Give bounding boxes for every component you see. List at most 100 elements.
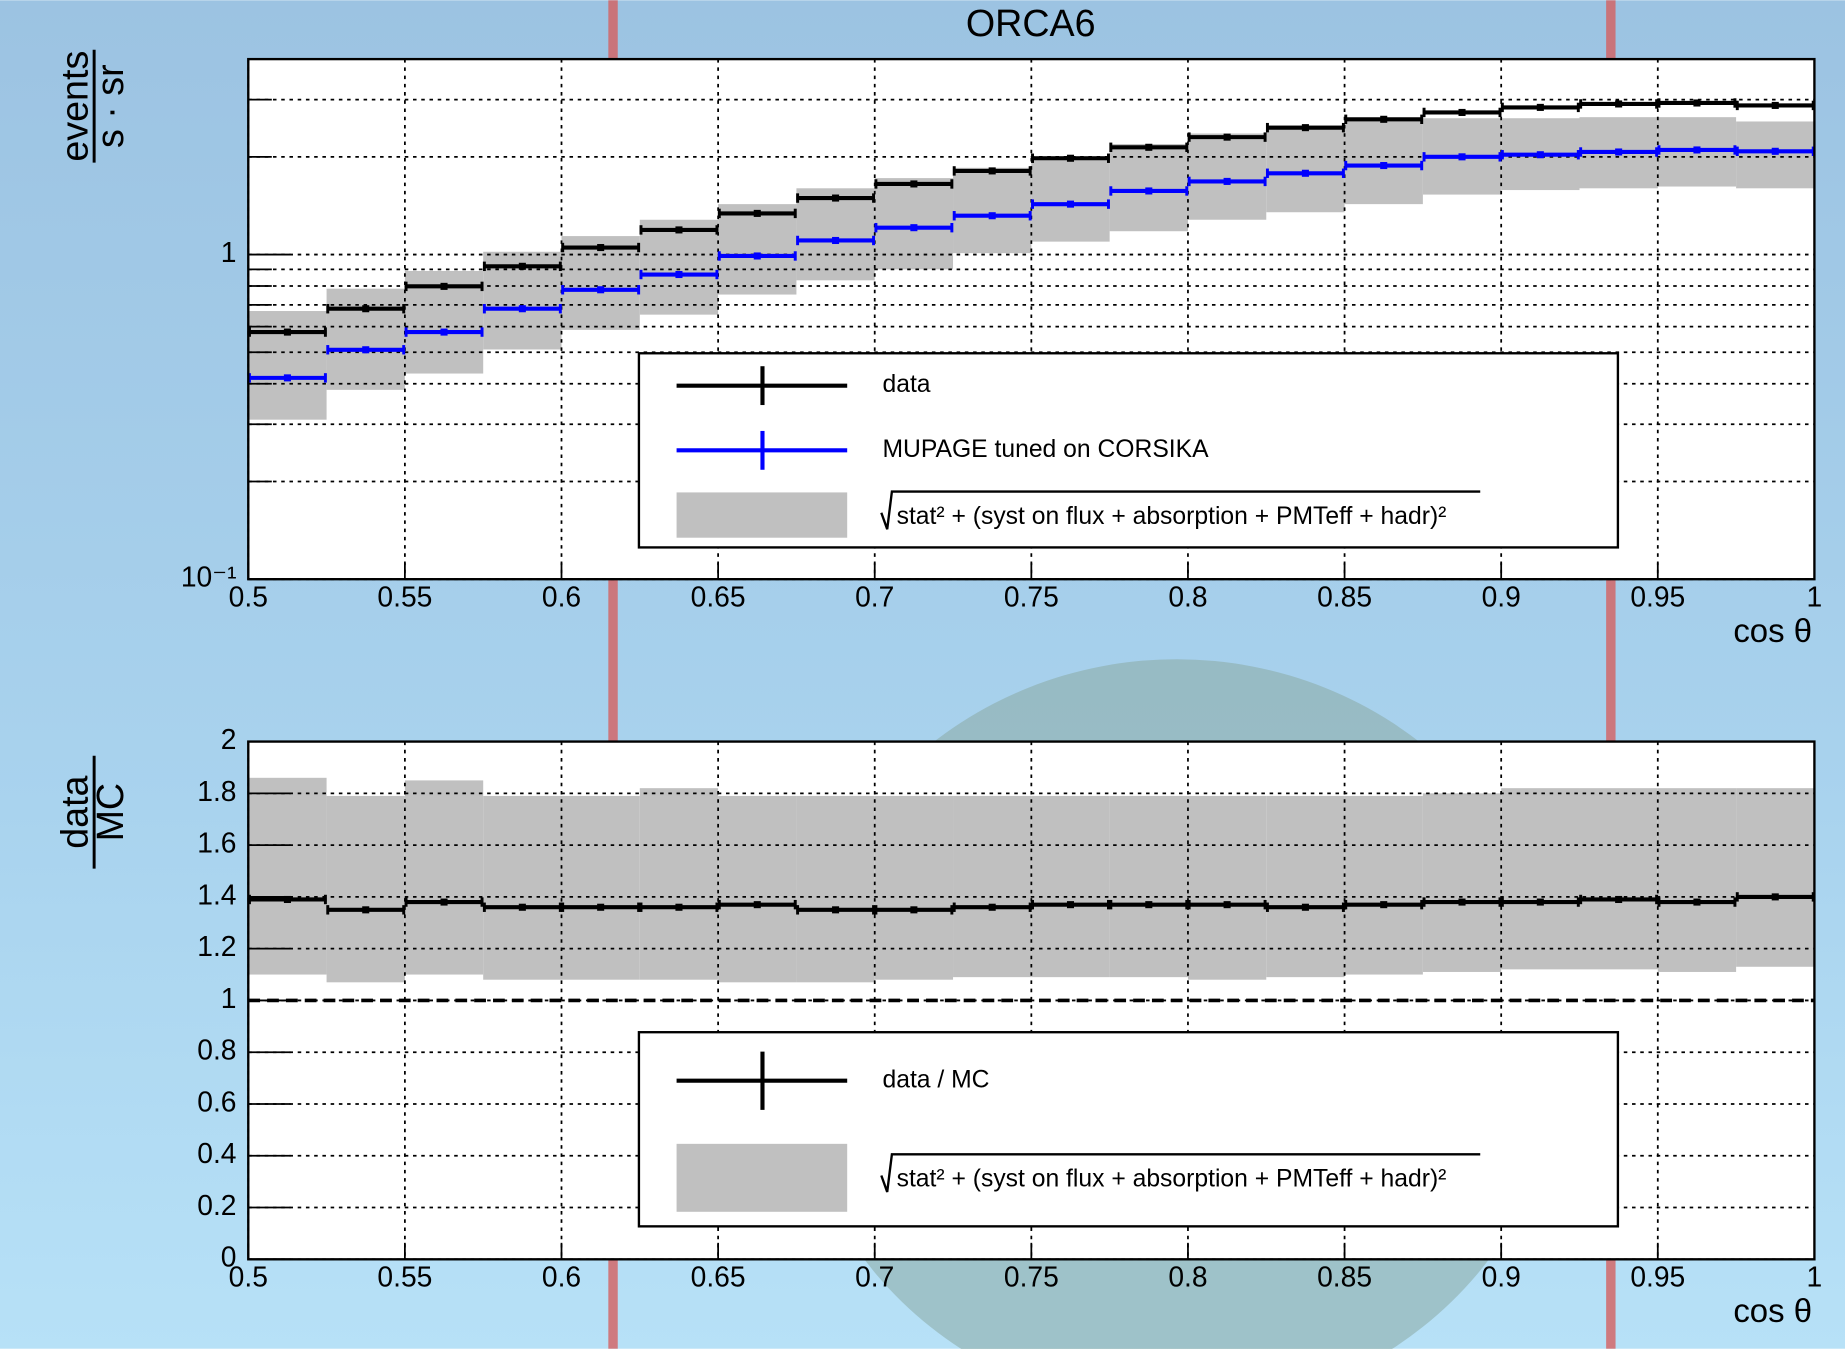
marker <box>1693 99 1700 106</box>
uncertainty-band <box>248 778 326 975</box>
x-tick-label: 0.95 <box>1630 581 1685 613</box>
uncertainty-band <box>405 780 483 974</box>
x-tick-label: 0.95 <box>1630 1261 1685 1293</box>
marker <box>754 252 761 259</box>
x-tick-label: 0.8 <box>1168 1261 1207 1293</box>
marker <box>1537 104 1544 111</box>
marker <box>1224 901 1231 908</box>
x-tick-label: 0.8 <box>1168 581 1207 613</box>
uncertainty-band <box>1423 793 1501 972</box>
x-tick-label: 0.7 <box>855 581 894 613</box>
x-tick-label: 0.9 <box>1482 1261 1521 1293</box>
marker <box>519 305 526 312</box>
uncertainty-band <box>562 796 640 980</box>
y-tick-label: 1 <box>221 982 237 1014</box>
uncertainty-band <box>1188 796 1266 980</box>
marker <box>675 271 682 278</box>
x-tick-label: 0.85 <box>1317 1261 1372 1293</box>
marker <box>1145 144 1152 151</box>
marker <box>754 210 761 217</box>
marker <box>910 906 917 913</box>
y-tick-label: 10⁻¹ <box>181 561 237 593</box>
y-tick-label: 0.4 <box>197 1137 236 1169</box>
marker <box>989 904 996 911</box>
uncertainty-band <box>640 788 718 980</box>
marker <box>989 212 996 219</box>
x-tick-label: 1 <box>1807 581 1823 613</box>
chart-title: ORCA6 <box>966 2 1096 44</box>
marker <box>362 906 369 913</box>
uncertainty-band <box>796 796 874 982</box>
legend-swatch <box>677 492 848 537</box>
legend-swatch <box>677 1144 848 1212</box>
x-tick-label: 0.75 <box>1004 1261 1059 1293</box>
marker <box>1380 901 1387 908</box>
marker <box>1615 148 1622 155</box>
x-tick-label: 0.75 <box>1004 581 1059 613</box>
marker <box>1224 178 1231 185</box>
uncertainty-band <box>1266 796 1344 977</box>
x-tick-label: 0.55 <box>377 581 432 613</box>
uncertainty-band <box>483 796 561 980</box>
uncertainty-band <box>796 188 874 280</box>
legend-label: stat² + (syst on flux + absorption + PMT… <box>897 503 1447 530</box>
marker <box>675 226 682 233</box>
uncertainty-band <box>1031 156 1109 242</box>
uncertainty-band <box>1579 788 1657 969</box>
y-tick-label: 1.2 <box>197 930 236 962</box>
uncertainty-band <box>640 220 718 315</box>
legend: dataMUPAGE tuned on CORSIKAstat² + (syst… <box>639 353 1618 547</box>
marker <box>1772 148 1779 155</box>
marker <box>989 167 996 174</box>
uncertainty-band <box>1031 796 1109 977</box>
uncertainty-band <box>1188 133 1266 219</box>
marker <box>754 901 761 908</box>
legend-label: stat² + (syst on flux + absorption + PMT… <box>897 1166 1447 1193</box>
uncertainty-band <box>327 289 405 390</box>
y-label-denominator: s · sr <box>89 64 131 148</box>
marker <box>1693 146 1700 153</box>
x-axis-label: cos θ <box>1733 1292 1812 1329</box>
y-tick-label: 1.6 <box>197 827 236 859</box>
marker <box>1380 116 1387 123</box>
marker <box>597 286 604 293</box>
marker <box>519 904 526 911</box>
marker <box>832 237 839 244</box>
x-tick-label: 0.65 <box>691 1261 746 1293</box>
x-axis-label: cos θ <box>1733 612 1812 649</box>
marker <box>1067 201 1074 208</box>
x-tick-label: 0.9 <box>1482 581 1521 613</box>
marker <box>1537 151 1544 158</box>
uncertainty-band <box>953 796 1031 977</box>
marker <box>910 224 917 231</box>
marker <box>832 906 839 913</box>
marker <box>1458 153 1465 160</box>
uncertainty-band <box>1736 788 1814 967</box>
marker <box>1067 155 1074 162</box>
marker <box>1615 896 1622 903</box>
marker <box>1145 187 1152 194</box>
uncertainty-band <box>1345 796 1423 975</box>
marker <box>362 346 369 353</box>
y-tick-label: 2 <box>221 723 237 755</box>
marker <box>910 180 917 187</box>
marker <box>597 904 604 911</box>
marker <box>441 899 448 906</box>
marker <box>1145 901 1152 908</box>
legend-label: data / MC <box>882 1066 989 1093</box>
marker <box>1067 901 1074 908</box>
marker <box>284 329 291 336</box>
marker <box>362 305 369 312</box>
y-tick-label: 1.8 <box>197 775 236 807</box>
uncertainty-band <box>953 168 1031 253</box>
uncertainty-band <box>1658 788 1736 972</box>
legend: data / MC stat² + (syst on flux + absorpt… <box>639 1032 1618 1226</box>
x-tick-label: 0.65 <box>691 581 746 613</box>
uncertainty-band <box>1501 788 1579 969</box>
marker <box>1772 102 1779 109</box>
uncertainty-band <box>875 178 953 269</box>
x-tick-label: 0.55 <box>377 1261 432 1293</box>
marker <box>1693 899 1700 906</box>
uncertainty-band <box>1345 119 1423 204</box>
marker <box>1302 170 1309 177</box>
